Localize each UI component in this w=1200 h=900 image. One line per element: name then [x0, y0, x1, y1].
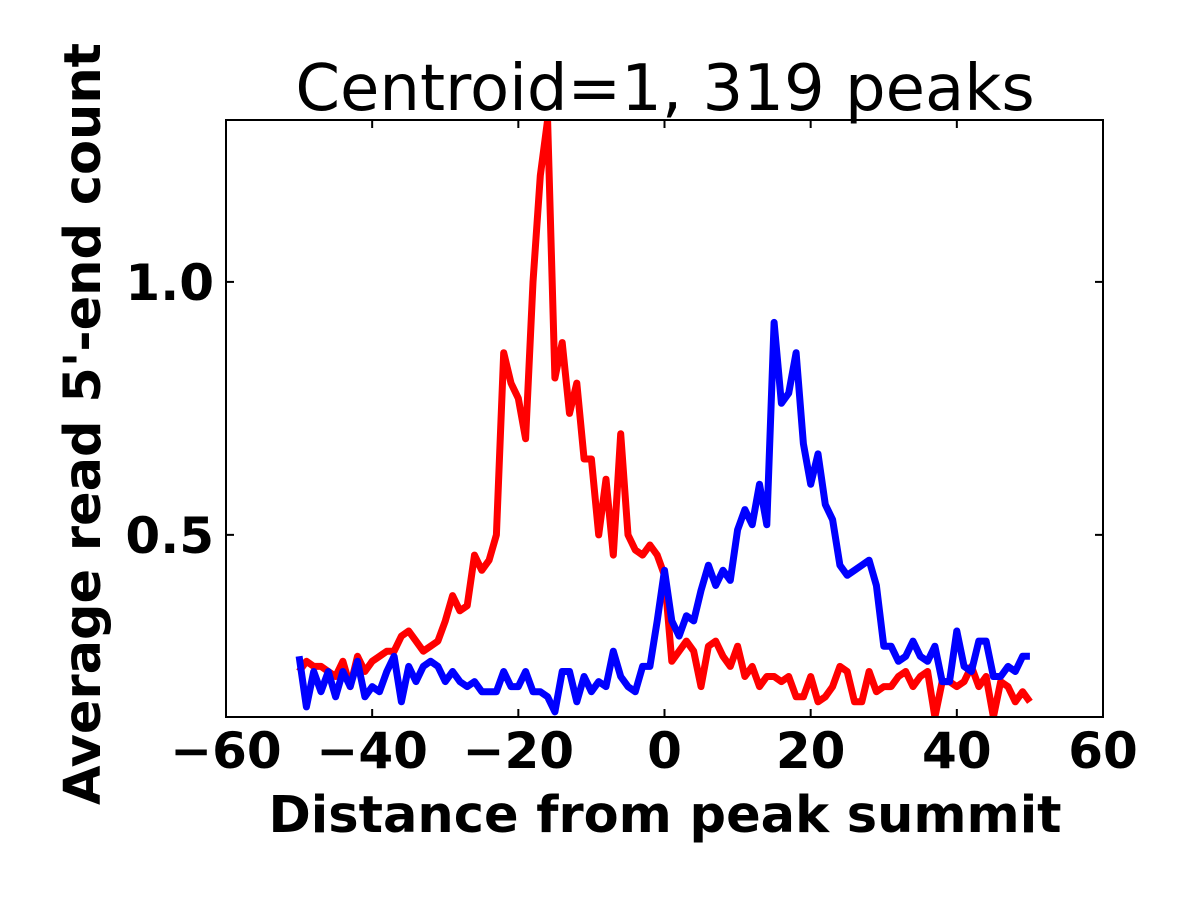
x-axis-label: Distance from peak summit: [268, 786, 1061, 845]
series-line-0: [296, 120, 1033, 717]
ticks-layer: −60 −40 −20 0 20 40 60 0.5 1.0: [125, 120, 1138, 780]
x-tick-label: −40: [316, 722, 427, 780]
y-axis-label: Average read 5'-end count: [54, 43, 113, 805]
plot-frame: [225, 119, 1104, 718]
series-layer: [295, 120, 1033, 717]
x-tick-label: 0: [647, 722, 682, 780]
y-tick-label: 1.0: [125, 254, 214, 312]
series-line-1: [295, 318, 1030, 716]
x-tick-label: 20: [776, 722, 846, 780]
y-tick-label: 0.5: [125, 507, 214, 565]
x-tick-label: 60: [1068, 722, 1138, 780]
x-tick-label: −60: [170, 722, 281, 780]
chart-title: Centroid=1, 319 peaks: [295, 52, 1034, 126]
x-tick-label: 40: [922, 722, 992, 780]
x-tick-label: −20: [463, 722, 574, 780]
